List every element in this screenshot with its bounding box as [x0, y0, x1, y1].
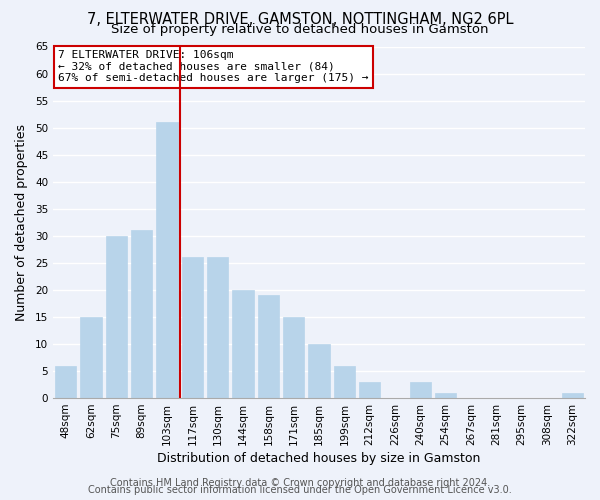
Bar	[308, 344, 330, 398]
X-axis label: Distribution of detached houses by size in Gamston: Distribution of detached houses by size …	[157, 452, 481, 465]
Bar	[232, 290, 254, 398]
Text: Size of property relative to detached houses in Gamston: Size of property relative to detached ho…	[111, 24, 489, 36]
Y-axis label: Number of detached properties: Number of detached properties	[15, 124, 28, 321]
Bar	[435, 392, 457, 398]
Bar	[55, 366, 76, 398]
Bar	[410, 382, 431, 398]
Bar	[156, 122, 178, 398]
Bar	[283, 317, 304, 398]
Bar	[257, 296, 279, 398]
Bar	[80, 317, 102, 398]
Bar	[106, 236, 127, 398]
Text: Contains HM Land Registry data © Crown copyright and database right 2024.: Contains HM Land Registry data © Crown c…	[110, 478, 490, 488]
Bar	[182, 258, 203, 398]
Text: 7 ELTERWATER DRIVE: 106sqm
← 32% of detached houses are smaller (84)
67% of semi: 7 ELTERWATER DRIVE: 106sqm ← 32% of deta…	[58, 50, 369, 83]
Bar	[207, 258, 229, 398]
Bar	[562, 392, 583, 398]
Text: 7, ELTERWATER DRIVE, GAMSTON, NOTTINGHAM, NG2 6PL: 7, ELTERWATER DRIVE, GAMSTON, NOTTINGHAM…	[87, 12, 513, 28]
Bar	[131, 230, 152, 398]
Text: Contains public sector information licensed under the Open Government Licence v3: Contains public sector information licen…	[88, 485, 512, 495]
Bar	[334, 366, 355, 398]
Bar	[359, 382, 380, 398]
